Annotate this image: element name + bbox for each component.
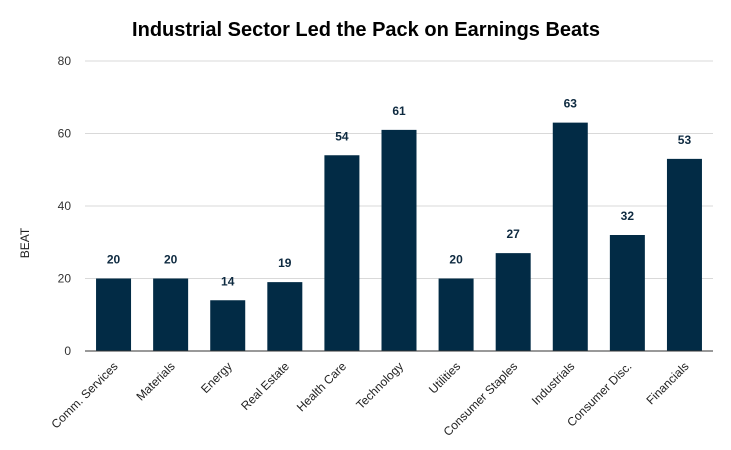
bar <box>438 278 474 351</box>
x-tick-label: Comm. Services <box>49 359 121 431</box>
y-axis-ticks: 0 20 40 60 80 <box>58 54 72 358</box>
bar <box>210 300 246 351</box>
y-tick-label: 20 <box>58 272 72 286</box>
x-tick-label: Materials <box>133 359 177 403</box>
bar <box>495 253 531 351</box>
x-tick-label: Health Care <box>294 359 349 414</box>
bar <box>381 129 417 351</box>
data-label: 20 <box>449 253 463 267</box>
x-axis-ticks: Comm. Services Materials Energy Real Estate… <box>49 359 692 439</box>
bar <box>552 122 588 351</box>
data-label: 27 <box>507 227 521 241</box>
y-tick-label: 0 <box>64 344 71 358</box>
data-label: 53 <box>678 133 692 147</box>
data-label: 32 <box>621 209 635 223</box>
data-label: 63 <box>564 97 578 111</box>
bar <box>609 235 645 351</box>
y-tick-label: 80 <box>58 54 72 68</box>
data-label: 19 <box>278 256 292 270</box>
data-label: 20 <box>107 253 121 267</box>
x-tick-label: Technology <box>353 359 406 412</box>
x-tick-label: Energy <box>198 359 235 396</box>
data-labels: 20 20 14 19 54 61 20 27 63 32 53 <box>107 97 692 289</box>
x-tick-label: Real Estate <box>238 359 292 413</box>
x-tick-label: Industrials <box>529 359 578 408</box>
data-label: 14 <box>221 274 235 288</box>
bar <box>267 282 303 351</box>
x-tick-label: Financials <box>643 359 691 407</box>
data-label: 54 <box>335 129 349 143</box>
y-axis-label: BEAT <box>18 227 32 258</box>
data-label: 20 <box>164 253 178 267</box>
bar <box>666 158 702 351</box>
bar <box>153 278 189 351</box>
bar <box>324 155 360 351</box>
chart-title: Industrial Sector Led the Pack on Earnin… <box>132 19 600 41</box>
bar <box>96 278 132 351</box>
y-tick-label: 60 <box>58 127 72 141</box>
y-tick-label: 40 <box>58 199 72 213</box>
bars <box>96 122 702 351</box>
data-label: 61 <box>392 104 406 118</box>
x-tick-label: Utilities <box>426 359 463 396</box>
